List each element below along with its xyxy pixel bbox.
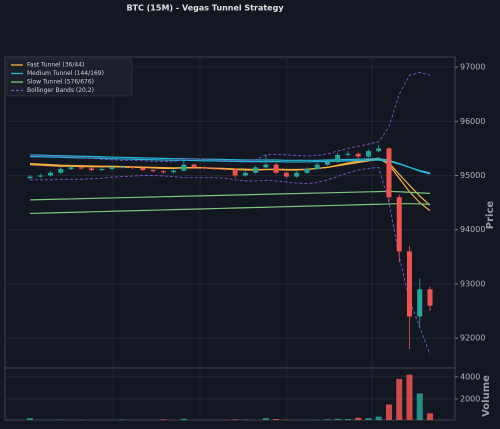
candle-body <box>314 164 320 169</box>
legend-label: Medium Tunnel (144/169) <box>27 70 104 77</box>
volume-bar <box>406 374 413 420</box>
candle-body <box>89 168 95 171</box>
candle-body <box>119 166 125 168</box>
volume-bar <box>427 413 433 420</box>
candle-body <box>191 164 197 168</box>
candle-body <box>242 172 248 176</box>
indicator-line <box>29 190 431 201</box>
candle-body <box>222 168 228 170</box>
candle-body <box>406 251 412 317</box>
indicator-line <box>29 154 431 175</box>
candle-body <box>109 167 115 169</box>
volume-bar <box>273 419 280 420</box>
volume-bar <box>324 419 331 420</box>
volume-bar <box>262 418 269 420</box>
candle-body <box>253 167 259 173</box>
indicator-line <box>29 203 431 215</box>
candle-body <box>140 167 146 171</box>
volume-bar <box>365 418 372 420</box>
candle-body <box>273 164 279 173</box>
candle-body <box>355 153 361 157</box>
candle-body <box>427 289 433 306</box>
candle-body <box>78 167 84 169</box>
y-tick-label: 96000 <box>460 117 485 126</box>
candle-body <box>365 151 371 157</box>
candle-body <box>37 175 43 177</box>
candle-body <box>181 164 187 171</box>
candle-body <box>27 176 33 179</box>
legend-label: Bollinger Bands (20,2) <box>27 87 94 94</box>
candle-body <box>68 167 74 169</box>
volume-bar <box>416 393 423 420</box>
candle-body <box>160 171 166 173</box>
candle-body <box>171 170 177 173</box>
legend: Fast Tunnel (36/44)Medium Tunnel (144/16… <box>6 58 133 97</box>
indicator-line <box>29 158 431 206</box>
volume-bar <box>180 418 187 420</box>
volume-bar <box>355 417 362 420</box>
y-axis-label: Price <box>485 201 496 230</box>
candle-body <box>232 169 238 176</box>
y-tick-label: 95000 <box>460 171 485 180</box>
volume-bar <box>334 418 341 420</box>
y-tick-label: 92000 <box>460 334 485 343</box>
candle-body <box>150 170 156 172</box>
candle-body <box>58 168 64 173</box>
volume-bar <box>232 419 239 420</box>
candle-body <box>99 168 105 171</box>
candle-body <box>417 289 423 317</box>
volume-bar <box>385 404 392 420</box>
candle-body <box>335 154 341 162</box>
candle-body <box>294 172 300 177</box>
y-tick-label: 93000 <box>460 279 485 288</box>
candle-body <box>324 161 330 165</box>
volume-bar <box>344 419 351 420</box>
legend-box <box>6 58 133 97</box>
y-tick-label: 97000 <box>460 63 485 72</box>
candle-body <box>263 164 269 168</box>
candle-body <box>345 153 351 155</box>
candle-body <box>283 172 289 177</box>
indicator-line <box>29 71 431 163</box>
volume-tick-label: 4000 <box>460 372 480 381</box>
candle-body <box>212 168 218 170</box>
volume-tick-label: 2000 <box>460 394 480 403</box>
legend-label: Fast Tunnel (36/44) <box>27 62 84 69</box>
volume-bar <box>375 416 382 420</box>
candle-body <box>130 166 136 168</box>
volume-bar <box>160 419 167 420</box>
candle-body <box>304 168 310 173</box>
candle-body <box>201 167 207 169</box>
volume-axis-label: Volume <box>481 375 492 417</box>
candle-body <box>376 148 382 152</box>
volume-bar <box>27 418 33 420</box>
indicator-line <box>30 166 431 355</box>
y-tick-label: 94000 <box>460 225 485 234</box>
candle-body <box>48 172 54 176</box>
volume-bar <box>396 379 403 420</box>
candle-body <box>396 197 402 252</box>
chart-title: BTC (15M) - Vegas Tunnel Strategy <box>126 4 284 13</box>
legend-label: Slow Tunnel (576/676) <box>27 79 94 86</box>
candle-body <box>386 148 392 198</box>
